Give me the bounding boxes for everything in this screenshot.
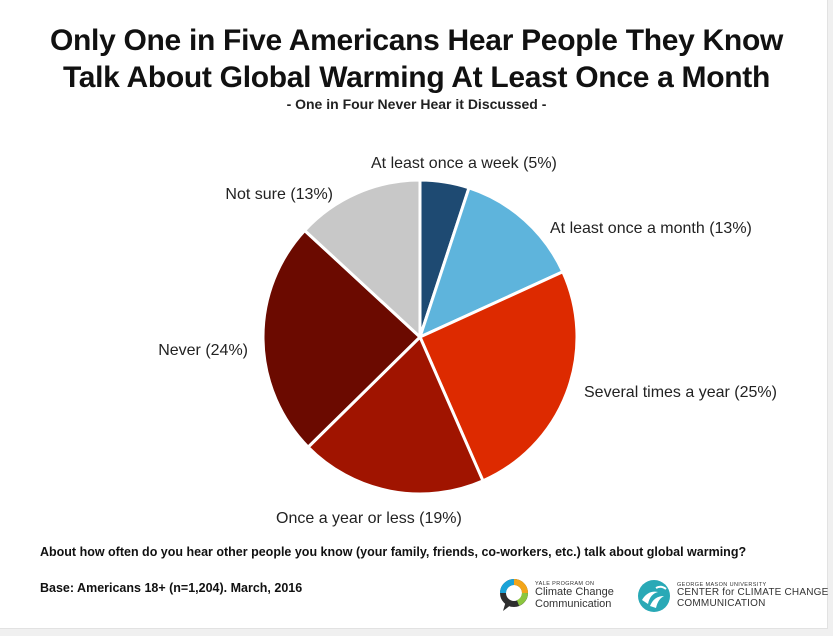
chart-title: Only One in Five Americans Hear People T… <box>0 22 833 96</box>
title-line-1: Only One in Five Americans Hear People T… <box>49 24 784 57</box>
survey-question: About how often do you hear other people… <box>40 545 747 559</box>
chart-subtitle: - One in Four Never Hear it Discussed - <box>286 96 547 112</box>
pie-slice-4 <box>306 335 485 496</box>
yale-logo-small: YALE PROGRAM ON <box>535 580 595 587</box>
yale-logo-line1: Climate Change <box>535 586 614 599</box>
slice-label-4: Once a year or less (19%) <box>276 510 462 527</box>
slice-label-5: Never (24%) <box>158 342 248 359</box>
pie-slice-6 <box>303 178 422 339</box>
gmu-logo-line2: COMMUNICATION <box>677 597 766 609</box>
survey-base: Base: Americans 18+ (n=1,204). March, 20… <box>40 581 303 595</box>
slice-label-2: At least once a month (13%) <box>550 220 752 237</box>
pie-slice-3 <box>418 270 579 483</box>
gmu-logo: GEORGE MASON UNIVERSITY CENTER for CLIMA… <box>636 578 829 614</box>
pie-slice-5 <box>261 228 422 449</box>
slice-label-6: Not sure (13%) <box>225 186 333 203</box>
yale-logo: YALE PROGRAM ON Climate Change Communica… <box>498 578 614 614</box>
gmu-logo-line1: CENTER for CLIMATE CHANGE <box>677 587 829 599</box>
yale-speech-bubble-icon <box>500 579 528 611</box>
title-line-2: Talk About Global Warming At Least Once … <box>62 61 771 94</box>
gmu-wave-icon <box>638 580 670 612</box>
slice-label-3: Several times a year (25%) <box>584 384 777 401</box>
yale-logo-line2: Communication <box>535 597 612 610</box>
pie-slice-2 <box>418 186 565 339</box>
gmu-logo-small: GEORGE MASON UNIVERSITY <box>677 581 767 588</box>
slice-label-1: At least once a week (5%) <box>371 155 557 172</box>
